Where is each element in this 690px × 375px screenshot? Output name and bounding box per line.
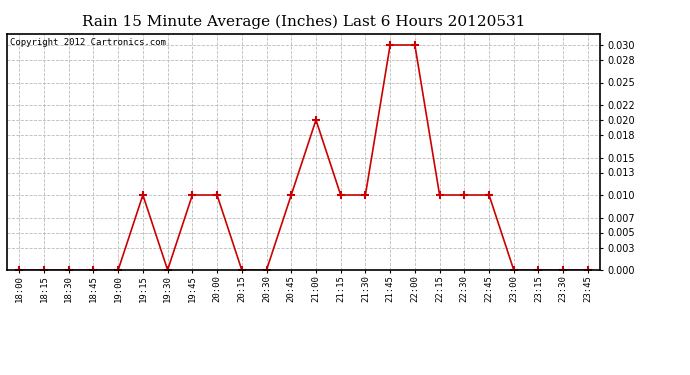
Text: Rain 15 Minute Average (Inches) Last 6 Hours 20120531: Rain 15 Minute Average (Inches) Last 6 H… <box>82 15 525 29</box>
Text: Copyright 2012 Cartronics.com: Copyright 2012 Cartronics.com <box>10 39 166 48</box>
